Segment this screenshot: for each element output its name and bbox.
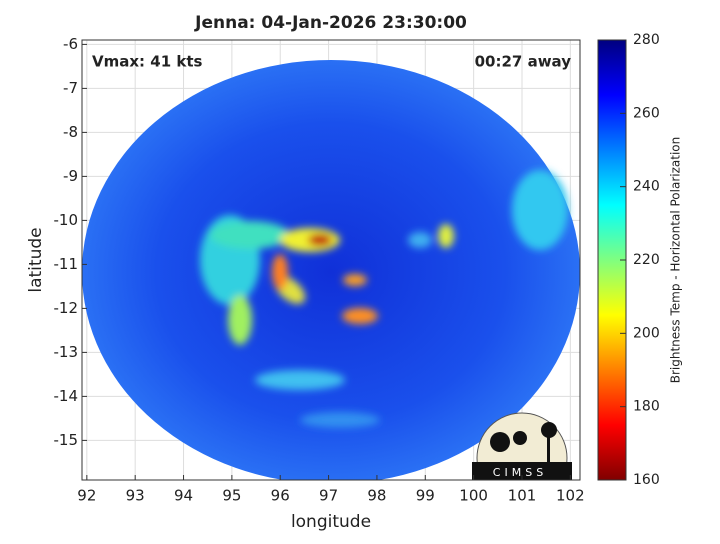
y-tick-label: -10: [54, 211, 79, 229]
y-tick-label: -11: [54, 255, 79, 273]
y-tick-label: -15: [54, 431, 79, 449]
y-tick-label: -6: [63, 35, 78, 53]
plot-frame: [81, 39, 581, 481]
y-tick-label: -14: [54, 387, 79, 405]
x-tick-label: 99: [416, 487, 435, 505]
colorbar-tick-label: 200: [633, 325, 660, 341]
chart-title: Jenna: 04-Jan-2026 23:30:00: [194, 13, 467, 33]
colorbar-tick-label: 160: [633, 472, 660, 488]
y-tick-label: -13: [54, 343, 79, 361]
x-axis-label: longitude: [291, 512, 371, 532]
colorbar-tick-label: 280: [633, 32, 660, 48]
colorbar-tick-label: 240: [633, 179, 660, 195]
colorbar-label: Brightness Temp - Horizontal Polarizatio…: [669, 137, 683, 384]
y-tick-label: -9: [63, 167, 78, 185]
colorbar-tick-label: 260: [633, 105, 660, 121]
logo-text: CIMSS: [493, 466, 547, 479]
colorbar-tick-label: 180: [633, 399, 660, 415]
y-axis-label: latitude: [26, 227, 46, 292]
x-tick-label: 98: [367, 487, 386, 505]
x-tick-label: 102: [556, 487, 585, 505]
x-tick-label: 94: [174, 487, 193, 505]
satellite-image: CIMSS: [82, 60, 580, 480]
annotation: Vmax: 41 kts: [92, 53, 202, 71]
y-tick-label: -7: [63, 79, 78, 97]
x-tick-label: 95: [222, 487, 241, 505]
y-tick-label: -12: [54, 299, 79, 317]
colorbar-tick-label: 220: [633, 252, 660, 268]
x-tick-label: 101: [508, 487, 537, 505]
annotation: 00:27 away: [475, 53, 572, 71]
x-tick-label: 93: [126, 487, 145, 505]
x-tick-label: 100: [459, 487, 488, 505]
x-tick-label: 96: [271, 487, 290, 505]
x-tick-label: 97: [319, 487, 338, 505]
x-tick-label: 92: [77, 487, 96, 505]
y-tick-label: -8: [63, 123, 78, 141]
cimss-logo: CIMSS: [472, 412, 572, 480]
